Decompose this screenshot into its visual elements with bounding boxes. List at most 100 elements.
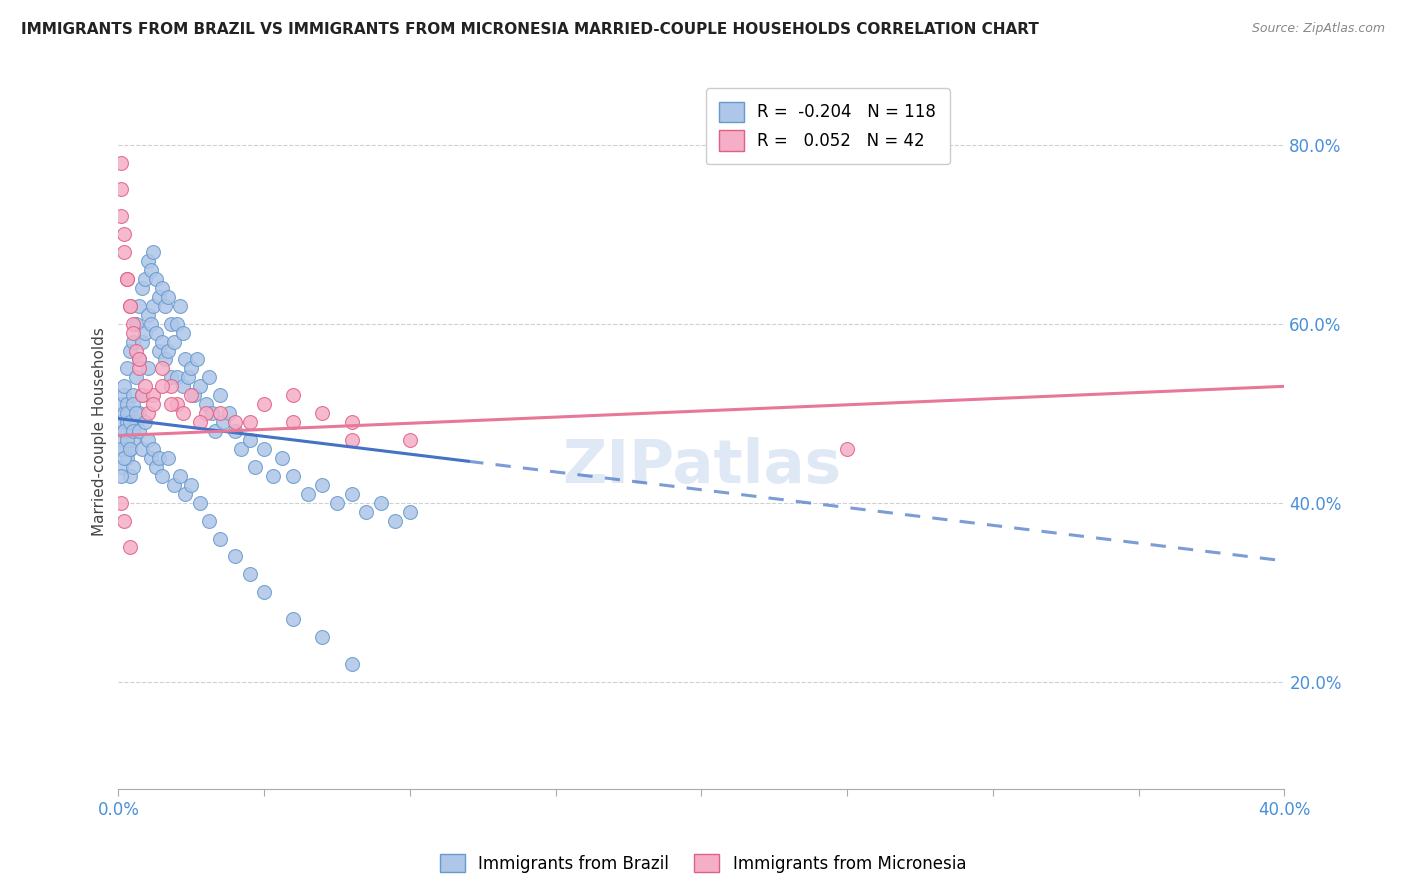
Point <box>120 541 142 555</box>
Point <box>150 281 173 295</box>
Point <box>131 388 153 402</box>
Point <box>194 397 217 411</box>
Point <box>340 487 363 501</box>
Point <box>224 415 246 429</box>
Point <box>110 182 132 196</box>
Point <box>180 361 202 376</box>
Point <box>166 317 188 331</box>
Point <box>122 459 145 474</box>
Point <box>112 424 135 438</box>
Point <box>120 442 142 456</box>
Point <box>145 272 167 286</box>
Point <box>112 406 135 420</box>
Point <box>136 254 159 268</box>
Point <box>150 334 173 349</box>
Point <box>120 299 142 313</box>
Point <box>160 317 183 331</box>
Point <box>253 442 276 456</box>
Point <box>150 379 173 393</box>
Point <box>110 468 132 483</box>
Point <box>139 263 162 277</box>
Point <box>125 406 148 420</box>
Point <box>128 352 150 367</box>
Point <box>150 361 173 376</box>
Point <box>115 406 138 420</box>
Point <box>224 424 246 438</box>
Legend: Immigrants from Brazil, Immigrants from Micronesia: Immigrants from Brazil, Immigrants from … <box>433 847 973 880</box>
Point <box>283 388 305 402</box>
Point <box>122 326 145 340</box>
Point <box>262 468 284 483</box>
Point <box>311 630 333 644</box>
Point <box>112 424 135 438</box>
Point <box>172 379 194 393</box>
Point <box>163 334 186 349</box>
Point <box>120 468 142 483</box>
Point <box>122 317 145 331</box>
Point <box>340 415 363 429</box>
Point <box>112 388 135 402</box>
Point <box>136 361 159 376</box>
Point <box>218 406 240 420</box>
Point <box>148 290 170 304</box>
Point <box>110 496 132 510</box>
Point <box>370 496 392 510</box>
Point <box>188 415 211 429</box>
Point <box>110 209 132 223</box>
Point <box>122 433 145 447</box>
Point <box>134 415 156 429</box>
Point <box>177 370 200 384</box>
Point <box>128 424 150 438</box>
Point <box>122 388 145 402</box>
Point <box>112 514 135 528</box>
Point <box>120 343 142 358</box>
Point <box>160 370 183 384</box>
Point <box>150 468 173 483</box>
Point <box>163 478 186 492</box>
Point <box>148 450 170 465</box>
Point <box>198 370 221 384</box>
Point <box>204 424 226 438</box>
Point <box>311 406 333 420</box>
Point <box>270 450 292 465</box>
Point <box>120 299 142 313</box>
Point <box>142 299 165 313</box>
Point <box>110 433 132 447</box>
Point <box>180 388 202 402</box>
Point <box>115 272 138 286</box>
Point <box>399 433 422 447</box>
Point <box>198 514 221 528</box>
Point <box>148 343 170 358</box>
Point <box>110 459 132 474</box>
Point <box>128 352 150 367</box>
Point <box>125 415 148 429</box>
Point <box>110 155 132 169</box>
Point <box>399 505 422 519</box>
Point <box>169 299 191 313</box>
Point <box>131 442 153 456</box>
Point <box>142 442 165 456</box>
Y-axis label: Married-couple Households: Married-couple Households <box>93 326 107 535</box>
Point <box>115 397 138 411</box>
Point <box>239 433 262 447</box>
Point <box>131 388 153 402</box>
Point <box>166 370 188 384</box>
Point <box>131 281 153 295</box>
Point <box>188 379 211 393</box>
Point <box>340 433 363 447</box>
Point <box>142 388 165 402</box>
Point <box>112 442 135 456</box>
Point <box>142 397 165 411</box>
Point <box>253 397 276 411</box>
Point <box>174 487 197 501</box>
Point <box>180 478 202 492</box>
Point <box>201 406 224 420</box>
Point <box>169 468 191 483</box>
Point <box>340 657 363 671</box>
Point <box>283 415 305 429</box>
Point <box>125 317 148 331</box>
Point <box>229 442 252 456</box>
Point <box>253 585 276 599</box>
Point <box>174 352 197 367</box>
Text: Source: ZipAtlas.com: Source: ZipAtlas.com <box>1251 22 1385 36</box>
